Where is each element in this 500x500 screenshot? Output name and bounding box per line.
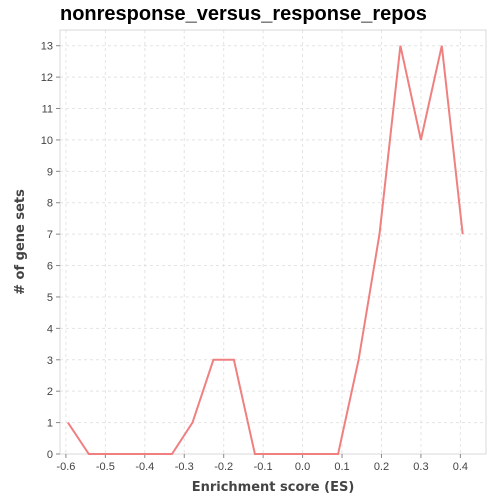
series-line	[67, 45, 464, 455]
y-tick-label: 12	[41, 72, 53, 84]
y-tick-label: 1	[47, 418, 53, 430]
y-axis-label: # of gene sets	[13, 189, 28, 295]
y-tick-label: 0	[47, 449, 53, 461]
y-tick-label: 3	[47, 355, 53, 367]
x-tick-label: 0.0	[295, 461, 310, 473]
series-layer	[67, 45, 464, 455]
y-tick-label: 9	[47, 166, 53, 178]
x-tick-label: 0.1	[334, 461, 349, 473]
grid-lines	[60, 30, 486, 455]
x-tick-label: -0.3	[175, 461, 194, 473]
y-tick-label: 8	[47, 198, 53, 210]
x-tick-label: -0.2	[214, 461, 233, 473]
y-tick-label: 13	[41, 41, 53, 53]
x-tick-label: 0.3	[413, 461, 428, 473]
x-tick-label: -0.1	[254, 461, 273, 473]
x-tick-label: -0.5	[96, 461, 115, 473]
x-tick-label: -0.4	[135, 461, 154, 473]
x-axis-label: Enrichment score (ES)	[192, 480, 355, 495]
x-tick-label: 0.4	[453, 461, 468, 473]
y-tick-label: 11	[42, 104, 53, 116]
x-tick-label: -0.6	[56, 461, 75, 473]
y-tick-label: 2	[47, 386, 53, 398]
x-axis-ticks: -0.6 -0.5 -0.4 -0.3 -0.2 -0.1 0.0 0.1 0.2 0.3 0.4	[56, 454, 468, 473]
y-tick-label: 10	[41, 135, 53, 147]
y-tick-label: 4	[47, 323, 53, 335]
y-tick-label: 6	[47, 261, 53, 273]
chart-title: nonresponse_versus_response_repos	[60, 3, 427, 25]
plot-area-border	[59, 29, 487, 455]
y-tick-label: 5	[47, 292, 53, 304]
y-tick-label: 7	[47, 229, 53, 241]
x-tick-label: 0.2	[374, 461, 389, 473]
